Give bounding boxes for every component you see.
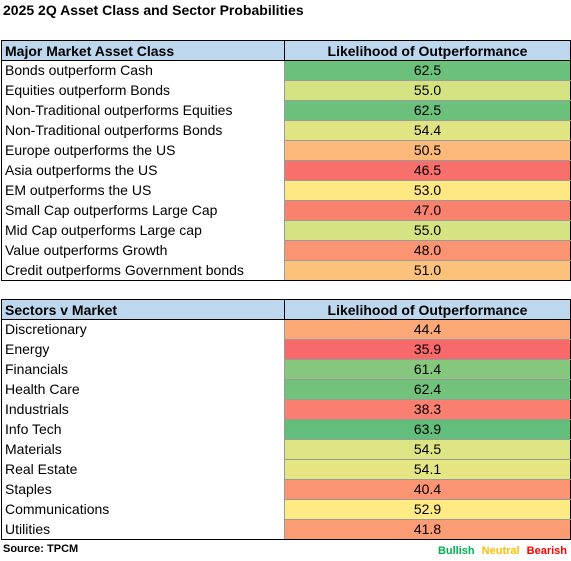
table-row: Energy 35.9 [1, 339, 571, 360]
row-label: Non-Traditional outperforms Equities [1, 100, 285, 121]
table-row: Value outperforms Growth 48.0 [1, 240, 571, 261]
row-probability: 55.0 [284, 220, 571, 241]
table-row: Non-Traditional outperforms Bonds 54.4 [1, 120, 571, 141]
row-label: Utilities [1, 519, 285, 540]
row-label: Staples [1, 479, 285, 500]
legend-bearish: Bearish [526, 545, 567, 557]
table-header-row: Major Market Asset Class Likelihood of O… [1, 40, 571, 61]
table-row: Small Cap outperforms Large Cap 47.0 [1, 200, 571, 221]
column-header-sectors: Sectors v Market [1, 299, 285, 320]
table-row: EM outperforms the US 53.0 [1, 180, 571, 201]
row-probability: 62.4 [284, 379, 571, 400]
legend: Bullish Neutral Bearish [434, 545, 567, 557]
row-label: Mid Cap outperforms Large cap [1, 220, 285, 241]
row-label: Small Cap outperforms Large Cap [1, 200, 285, 221]
sector-table: Sectors v Market Likelihood of Outperfor… [1, 299, 571, 540]
row-probability: 51.0 [284, 260, 571, 281]
row-label: Health Care [1, 379, 285, 400]
row-probability: 47.0 [284, 200, 571, 221]
row-label: Industrials [1, 399, 285, 420]
row-probability: 62.5 [284, 60, 571, 81]
source-note: Source: TPCM [3, 543, 79, 555]
row-label: Credit outperforms Government bonds [1, 260, 285, 281]
row-label: Real Estate [1, 459, 285, 480]
table-row: Staples 40.4 [1, 479, 571, 500]
row-probability: 46.5 [284, 160, 571, 181]
row-label: Financials [1, 359, 285, 380]
column-header-likelihood: Likelihood of Outperformance [284, 40, 571, 61]
table-row: Utilities 41.8 [1, 519, 571, 540]
row-label: Europe outperforms the US [1, 140, 285, 161]
legend-bullish: Bullish [437, 545, 475, 557]
page-title: 2025 2Q Asset Class and Sector Probabili… [3, 2, 304, 18]
table-header-row: Sectors v Market Likelihood of Outperfor… [1, 299, 571, 320]
table-row: Discretionary 44.4 [1, 319, 571, 340]
row-probability: 63.9 [284, 419, 571, 440]
table-row: Communications 52.9 [1, 499, 571, 520]
row-label: Value outperforms Growth [1, 240, 285, 261]
row-label: Equities outperform Bonds [1, 80, 285, 101]
row-probability: 54.5 [284, 439, 571, 460]
row-probability: 52.9 [284, 499, 571, 520]
row-probability: 53.0 [284, 180, 571, 201]
row-label: Communications [1, 499, 285, 520]
asset-class-table: Major Market Asset Class Likelihood of O… [1, 40, 571, 281]
row-label: EM outperforms the US [1, 180, 285, 201]
table-row: Industrials 38.3 [1, 399, 571, 420]
row-label: Non-Traditional outperforms Bonds [1, 120, 285, 141]
column-header-asset-class: Major Market Asset Class [1, 40, 285, 61]
row-probability: 48.0 [284, 240, 571, 261]
row-probability: 54.1 [284, 459, 571, 480]
table-row: Materials 54.5 [1, 439, 571, 460]
row-label: Energy [1, 339, 285, 360]
table-row: Bonds outperform Cash 62.5 [1, 60, 571, 81]
row-probability: 40.4 [284, 479, 571, 500]
row-probability: 38.3 [284, 399, 571, 420]
table-row: Info Tech 63.9 [1, 419, 571, 440]
table-row: Financials 61.4 [1, 359, 571, 380]
row-probability: 61.4 [284, 359, 571, 380]
sector-rows: Discretionary 44.4 Energy 35.9 Financials 61.… [1, 319, 571, 540]
row-probability: 44.4 [284, 319, 571, 340]
row-probability: 54.4 [284, 120, 571, 141]
table-row: Non-Traditional outperforms Equities 62.5 [1, 100, 571, 121]
row-label: Asia outperforms the US [1, 160, 285, 181]
table-row: Asia outperforms the US 46.5 [1, 160, 571, 181]
table-row: Equities outperform Bonds 55.0 [1, 80, 571, 101]
table-row: Mid Cap outperforms Large cap 55.0 [1, 220, 571, 241]
column-header-likelihood: Likelihood of Outperformance [284, 299, 571, 320]
table-row: Europe outperforms the US 50.5 [1, 140, 571, 161]
row-label: Materials [1, 439, 285, 460]
row-label: Discretionary [1, 319, 285, 340]
row-probability: 62.5 [284, 100, 571, 121]
row-label: Bonds outperform Cash [1, 60, 285, 81]
row-probability: 55.0 [284, 80, 571, 101]
row-label: Info Tech [1, 419, 285, 440]
table-row: Health Care 62.4 [1, 379, 571, 400]
legend-neutral: Neutral [481, 545, 520, 557]
row-probability: 50.5 [284, 140, 571, 161]
asset-class-rows: Bonds outperform Cash 62.5 Equities outper… [1, 60, 571, 281]
table-row: Credit outperforms Government bonds 51.0 [1, 260, 571, 281]
row-probability: 41.8 [284, 519, 571, 540]
table-row: Real Estate 54.1 [1, 459, 571, 480]
row-probability: 35.9 [284, 339, 571, 360]
